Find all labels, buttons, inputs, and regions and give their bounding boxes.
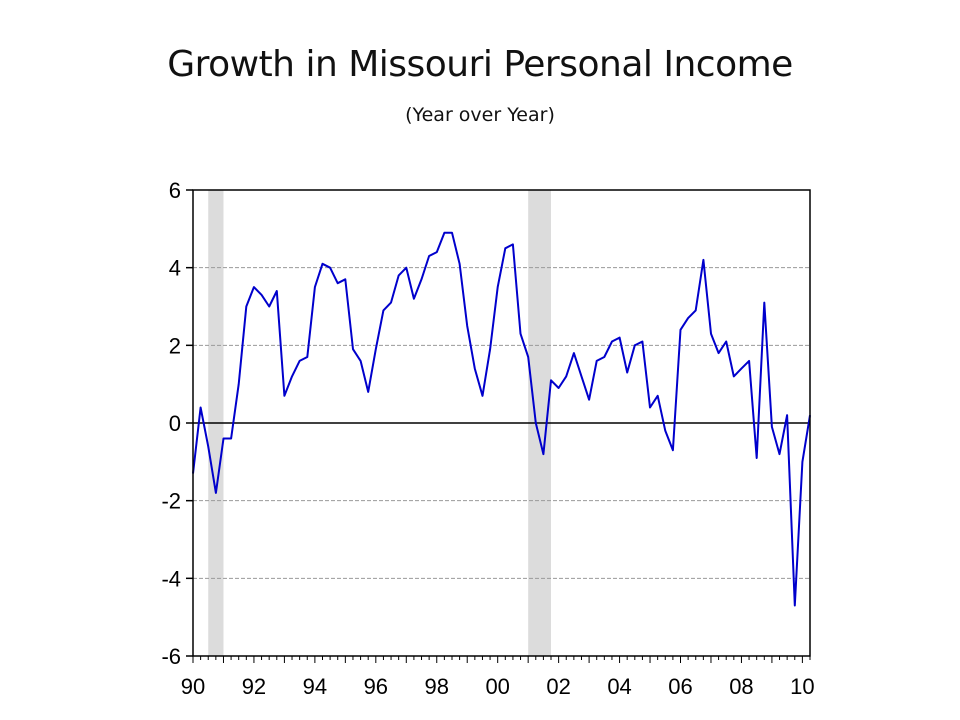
y-tick-label: -4 xyxy=(161,566,181,591)
gridlines xyxy=(193,267,810,579)
x-tick-label: 96 xyxy=(364,674,388,699)
y-tick-label: 4 xyxy=(169,256,181,281)
x-tick-label: 02 xyxy=(546,674,570,699)
x-minor-ticks xyxy=(192,656,811,663)
chart-title: Growth in Missouri Personal Income xyxy=(167,44,793,85)
x-tick-label: 08 xyxy=(729,674,753,699)
y-axis: 6 4 2 0 -2 -4 -6 xyxy=(161,178,193,669)
y-tick-label: -2 xyxy=(161,489,181,514)
y-tick-label: 6 xyxy=(169,178,181,203)
x-tick-label: 06 xyxy=(668,674,692,699)
series-line-1 xyxy=(192,231,811,607)
x-axis: 90 92 94 96 98 00 02 04 06 08 10 xyxy=(181,674,815,699)
chart-subtitle: (Year over Year) xyxy=(405,104,555,126)
series-layer xyxy=(192,231,811,607)
x-tick-label: 04 xyxy=(607,674,631,699)
x-tick-label: 90 xyxy=(181,674,205,699)
x-tick-label: 00 xyxy=(485,674,509,699)
x-tick-label: 98 xyxy=(425,674,449,699)
x-tick-label: 92 xyxy=(242,674,266,699)
x-tick-label: 10 xyxy=(790,674,814,699)
y-tick-label: 0 xyxy=(169,411,181,436)
y-tick-label: -6 xyxy=(161,644,181,669)
y-tick-label: 2 xyxy=(169,333,181,358)
x-tick-label: 94 xyxy=(303,674,327,699)
